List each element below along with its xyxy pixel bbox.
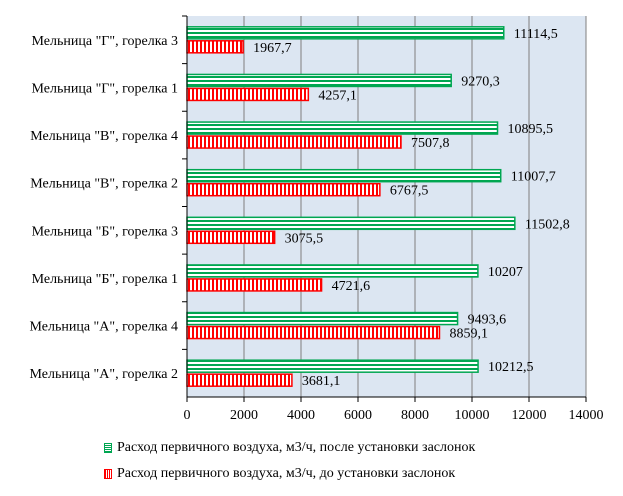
bar-before [186, 325, 441, 340]
data-label-after: 10895,5 [508, 122, 553, 137]
labels: 0 2000 4000 6000 8000 10000 12000 14000 Мельница… [30, 27, 604, 423]
data-label-after: 9270,3 [461, 74, 500, 89]
data-label-before: 3681,1 [302, 374, 341, 389]
legend-item-before: Расход первичного воздуха, м3/ч, до уста… [104, 466, 455, 482]
bar-after [186, 26, 505, 40]
bar-after [186, 359, 479, 373]
category-label: Мельница "Б", горелка 1 [32, 272, 178, 287]
bar-before [186, 87, 310, 102]
data-label-after: 11114,5 [514, 27, 558, 42]
data-label-after: 10207 [488, 265, 523, 280]
bar-after [186, 73, 452, 88]
legend-label-after: Расход первичного воздуха, м3/ч, после у… [117, 440, 476, 455]
category-label: Мельница "В", горелка 2 [30, 177, 178, 192]
category-label: Мельница "А", горелка 4 [30, 320, 178, 335]
data-label-before: 4721,6 [332, 279, 371, 294]
category-label: Мельница "Б", горелка 3 [32, 224, 178, 239]
bar-after [186, 216, 516, 231]
bar-after [186, 168, 502, 183]
bar-after [186, 121, 499, 135]
data-label-after: 11007,7 [511, 170, 556, 185]
x-tick-label: 12000 [512, 408, 547, 423]
bar-before [186, 40, 244, 54]
bar-before [186, 373, 293, 387]
data-label-before: 3075,5 [285, 231, 324, 246]
x-tick-label: 8000 [401, 408, 429, 423]
category-label: Мельница "Г", горелка 3 [32, 34, 178, 49]
data-label-before: 6767,5 [390, 184, 429, 199]
legend-label-before: Расход первичного воздуха, м3/ч, до уста… [117, 466, 456, 481]
bar-after [186, 264, 479, 278]
axes [182, 15, 587, 402]
category-label: Мельница "В", горелка 4 [30, 129, 178, 144]
category-label: Мельница "Г", горелка 1 [32, 81, 178, 96]
bar-before [186, 278, 323, 292]
x-tick-label: 6000 [344, 408, 372, 423]
legend-swatch-after [104, 443, 112, 453]
data-label-before: 7507,8 [411, 136, 450, 151]
legend-swatch-before [104, 469, 112, 479]
x-tick-label: 14000 [569, 408, 604, 423]
bar-before [186, 230, 276, 245]
bar-before [186, 135, 402, 149]
legend-item-after: Расход первичного воздуха, м3/ч, после у… [104, 440, 475, 456]
data-label-before: 4257,1 [318, 88, 357, 103]
bar-before [186, 182, 381, 197]
x-tick-label: 0 [184, 408, 191, 423]
data-label-before: 8859,1 [449, 327, 488, 342]
x-tick-label: 2000 [230, 408, 258, 423]
data-label-before: 1967,7 [253, 41, 292, 56]
data-label-after: 11502,8 [525, 217, 570, 232]
plot-area [187, 16, 586, 397]
bar-after [186, 311, 459, 326]
data-label-after: 9493,6 [468, 313, 507, 328]
data-label-after: 10212,5 [488, 360, 534, 375]
x-tick-label: 10000 [455, 408, 490, 423]
category-label: Мельница "А", горелка 2 [30, 367, 178, 382]
x-tick-label: 4000 [287, 408, 315, 423]
